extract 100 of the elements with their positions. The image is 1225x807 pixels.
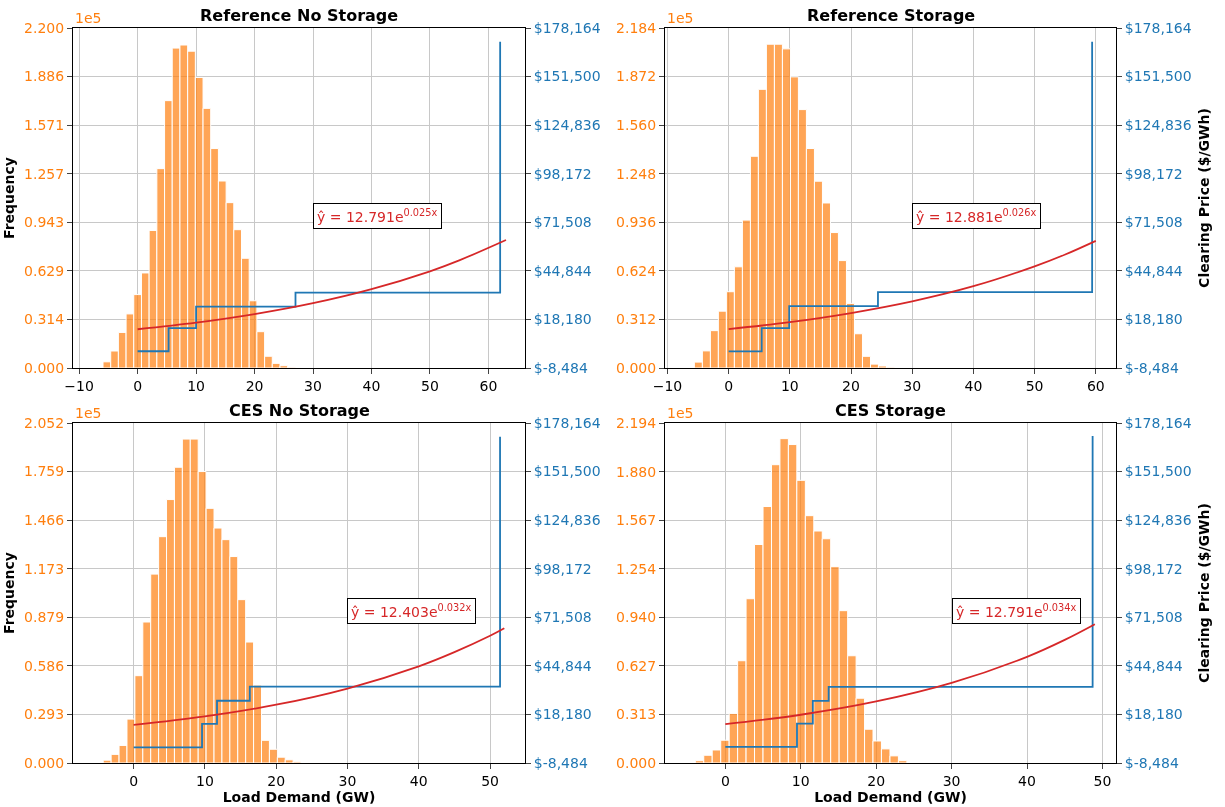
y-tick-label: 1.567 [616,512,657,529]
y-tick-label: 1.872 [616,68,657,85]
y2-tick-label: $151,500 [533,68,601,85]
y2-tick-label: $178,164 [533,19,601,36]
text: 1e5 [667,405,694,421]
text: 1e5 [75,405,102,421]
y-tick-label: 0.624 [616,262,657,279]
y-tick-label: 2.200 [24,19,65,36]
y2-tick-label: $18,180 [1124,706,1183,723]
x-tick-label: 30 [304,377,322,394]
y2-tick-label: $178,164 [533,414,601,431]
chart-title: CES Storage [835,401,947,420]
x-tick-label: 0 [724,377,734,394]
x-tick-label: 40 [409,772,428,789]
x-tick-label: 40 [964,377,983,394]
y-tick-label: 0.000 [616,359,657,376]
y2-tick-label: $178,164 [1124,19,1192,36]
y-tick-label: 0.627 [616,657,657,674]
text: 1e5 [667,10,694,26]
x-tick-label: 10 [187,377,205,394]
x-tick-label: 30 [903,377,922,394]
x-tick-label: 50 [481,772,499,789]
y-tick-label: 1.248 [616,165,657,182]
text: 1e5 [75,10,102,26]
x-tick-label: 0 [720,772,730,789]
x-tick-label: 0 [129,772,139,789]
y-tick-label: 0.313 [616,706,657,723]
annotation: ŷ = 12.791e$^{0.025x}$ [317,207,438,225]
y2-tick-label: $124,836 [1124,512,1192,529]
y2-tick-label: $71,508 [1124,214,1183,231]
y-tick-label: 0.586 [24,657,65,674]
x-tick-label: 30 [338,772,357,789]
y2-tick-label: $151,500 [1124,463,1192,480]
annotation: ŷ = 12.403e$^{0.032x}$ [351,602,472,620]
x-tick-label: 10 [780,377,799,394]
y2-tick-label: $44,844 [533,262,592,279]
y-tick-label: 0.293 [24,706,65,723]
chart-title: Reference Storage [807,6,976,25]
y2-axis-title: Clearing Price ($/GWh) [1195,503,1212,683]
y2-axis-title: Clearing Price ($/GWh) [1195,108,1212,288]
x-tick-label: 50 [1025,377,1044,394]
y2-tick-label: $124,836 [533,512,601,529]
y-tick-label: 0.000 [616,754,657,771]
y2-tick-label: $98,172 [533,560,592,577]
y2-tick-label: $71,508 [533,609,592,626]
y2-tick-label: $124,836 [533,117,601,134]
chart-title: Reference No Storage [200,6,399,25]
y-tick-label: 1.173 [24,560,65,577]
y2-tick-label: $18,180 [533,311,592,328]
y-tick-label: 0.000 [24,359,65,376]
y2-tick-label: $71,508 [533,214,592,231]
x-tick-label: 0 [133,377,143,394]
y2-tick-label: $151,500 [1124,68,1192,85]
x-tick-label: 50 [421,377,439,394]
y-tick-label: 0.629 [24,262,65,279]
y-tick-label: 1.571 [24,117,65,134]
y-tick-label: 0.940 [616,609,657,626]
x-tick-label: 30 [942,772,961,789]
y2-tick-label: $-8,484 [1124,359,1179,376]
y-tick-label: 2.052 [24,414,65,431]
y-tick-label: 1.886 [24,68,65,85]
x-tick-label: −10 [64,377,94,394]
y-tick-label: 1.254 [616,560,657,577]
y2-tick-label: $-8,484 [1124,754,1179,771]
x-tick-label: 60 [479,377,498,394]
y-tick-label: 0.879 [24,609,65,626]
y-tick-label: 2.184 [616,19,657,36]
y2-tick-label: $18,180 [533,706,592,723]
y2-tick-label: $44,844 [1124,657,1183,674]
x-tick-label: 20 [267,772,286,789]
x-tick-label: 20 [842,377,860,394]
y-tick-label: 0.312 [616,311,657,328]
y-tick-label: 1.466 [24,512,65,528]
y2-tick-label: $151,500 [533,463,601,480]
y-tick-label: 1.880 [616,463,657,480]
x-tick-label: 60 [1086,377,1105,394]
x-tick-label: 40 [1018,772,1036,789]
y2-tick-label: $124,836 [1124,117,1192,134]
y2-tick-label: $178,164 [1124,414,1192,431]
x-tick-label: 20 [867,772,886,789]
y-tick-label: 0.000 [24,754,65,771]
chart-title: CES No Storage [229,401,371,420]
y2-tick-label: $98,172 [533,165,592,182]
y2-tick-label: $-8,484 [533,359,588,376]
y-axis-title: Frequency [0,552,17,634]
x-tick-label: −10 [652,377,683,394]
x-tick-label: 20 [245,377,264,394]
y-tick-label: 2.194 [616,414,657,431]
y-tick-label: 0.943 [24,214,65,231]
y2-tick-label: $98,172 [1124,560,1183,577]
y2-tick-label: $18,180 [1124,311,1183,328]
y-tick-label: 0.314 [24,311,65,328]
y2-tick-label: $-8,484 [533,754,588,771]
y-tick-label: 0.936 [616,214,657,231]
x-axis-title: Load Demand (GW) [222,789,376,806]
y-tick-label: 1.759 [24,463,65,480]
y2-tick-label: $44,844 [1124,262,1183,279]
y-tick-label: 1.257 [24,165,65,182]
annotation: ŷ = 12.791e$^{0.034x}$ [956,602,1077,620]
y-axis-title: Frequency [0,157,17,239]
